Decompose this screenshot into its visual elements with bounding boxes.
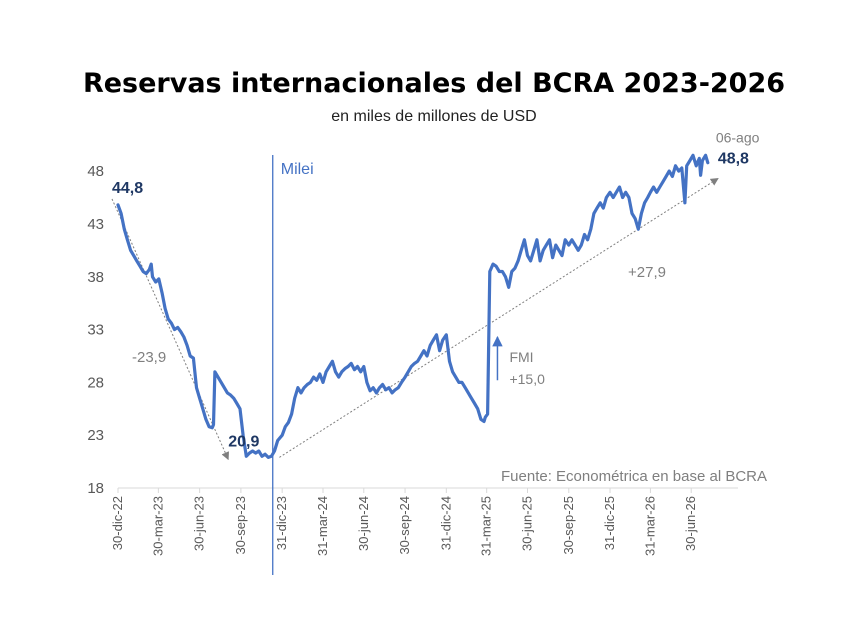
x-tick-label: 30-sep-24 (397, 496, 412, 555)
y-tick-label: 28 (87, 374, 104, 391)
x-tick-label: 31-mar-26 (642, 496, 657, 556)
x-tick-label: 30-sep-23 (233, 496, 248, 555)
trend-line-growth (279, 177, 719, 458)
x-tick-label: 30-jun-24 (356, 496, 371, 551)
y-tick-label: 33 (87, 322, 104, 339)
y-axis: 18 23 28 33 38 43 48 (87, 163, 104, 497)
chart-title: Reservas internacionales del BCRA 2023-2… (83, 68, 785, 99)
trend-line-decline (111, 198, 229, 461)
end-value-label: 48,8 (718, 151, 749, 168)
x-tick-label: 30-jun-23 (192, 496, 207, 551)
x-tick-label: 31-mar-24 (315, 496, 330, 556)
x-tick-label: 30-jun-26 (683, 496, 698, 551)
y-tick-label: 43 (87, 216, 104, 233)
x-tick-label: 30-jun-25 (520, 496, 535, 551)
x-axis: 30-dic-22 30-mar-23 30-jun-23 30-sep-23 31-d… (110, 488, 698, 556)
x-tick-label: 31-dic-24 (438, 496, 453, 550)
x-tick-label: 31-dic-25 (602, 496, 617, 550)
imf-label: FMI (509, 349, 533, 365)
x-tick-label: 30-sep-25 (561, 496, 576, 555)
growth-change-label: +27,9 (628, 264, 666, 281)
start-value-label: 44,8 (112, 180, 143, 197)
source-note: Fuente: Econométrica en base al BCRA (501, 468, 767, 485)
decline-change-label: -23,9 (132, 349, 166, 366)
min-value-label: 20,9 (228, 433, 259, 450)
y-tick-label: 48 (87, 163, 104, 180)
x-tick-label: 31-dic-23 (274, 496, 289, 550)
milei-label: Milei (281, 161, 314, 178)
y-tick-label: 38 (87, 269, 104, 286)
x-tick-label: 30-dic-22 (110, 496, 125, 550)
end-date-label: 06-ago (716, 130, 760, 146)
imf-change-label: +15,0 (509, 371, 545, 387)
x-tick-label: 31-mar-25 (479, 496, 494, 556)
chart-subtitle: en miles de millones de USD (331, 108, 536, 125)
y-tick-label: 23 (87, 427, 104, 444)
y-tick-label: 18 (87, 480, 104, 497)
x-tick-label: 30-mar-23 (150, 496, 165, 556)
reserves-series-line (116, 153, 710, 459)
